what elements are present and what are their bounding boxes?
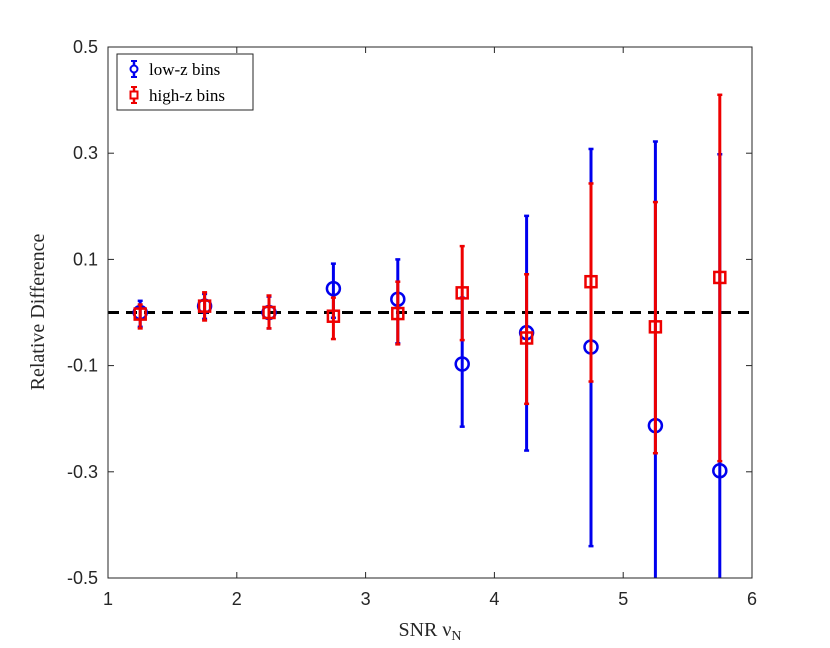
y-tick-label: 0.1 xyxy=(73,249,98,269)
legend-entry-low-z: low-z bins xyxy=(129,60,220,79)
legend-high-z-marker xyxy=(129,90,139,100)
y-axis-label: Relative Difference xyxy=(27,234,49,391)
y-tick-label: -0.3 xyxy=(67,462,98,482)
data-point-square xyxy=(455,286,469,300)
data-point-circle xyxy=(454,356,470,372)
plot-background xyxy=(108,47,752,578)
x-tick-label: 2 xyxy=(232,589,242,609)
data-point-square xyxy=(391,306,405,321)
legend: low-z bins high-z bins xyxy=(116,53,254,111)
data-point-circle xyxy=(712,462,728,479)
legend-high-z-label: high-z bins xyxy=(149,86,225,105)
data-point-square xyxy=(648,320,663,334)
series-high-z xyxy=(133,93,727,463)
x-tick-label: 3 xyxy=(361,589,371,609)
y-tick-label: -0.1 xyxy=(67,356,98,376)
y-axis-ticks: -0.5 -0.3 -0.1 0.1 0.3 0.5 xyxy=(67,37,752,588)
data-point-square xyxy=(262,305,276,320)
data-point-square xyxy=(326,309,341,323)
data-point-square xyxy=(713,270,727,285)
data-point-square xyxy=(519,331,534,345)
x-tick-label: 6 xyxy=(747,589,757,609)
y-tick-label: -0.5 xyxy=(67,568,98,588)
data-point-circle xyxy=(325,280,342,297)
plot-frame xyxy=(107,46,753,579)
data-point-square xyxy=(197,299,212,313)
y-tick-label: 0.5 xyxy=(73,37,98,57)
x-tick-label: 1 xyxy=(103,589,113,609)
legend-box xyxy=(116,53,254,111)
legend-low-z-label: low-z bins xyxy=(149,60,220,79)
data-point-square xyxy=(133,307,147,321)
legend-low-z-marker xyxy=(129,64,139,74)
x-tick-label: 4 xyxy=(489,589,499,609)
series-layer xyxy=(132,93,728,578)
x-axis-ticks: 1 2 3 4 5 6 xyxy=(103,47,757,609)
y-tick-label: 0.3 xyxy=(73,143,98,163)
x-tick-label: 5 xyxy=(618,589,628,609)
x-axis-label: SNR νN xyxy=(398,619,461,644)
legend-entry-high-z: high-z bins xyxy=(129,86,225,105)
x-axis-label-main: SNR ν xyxy=(398,619,451,641)
x-axis-label-subscript: N xyxy=(451,629,461,644)
data-point-square xyxy=(584,274,598,289)
plot-area xyxy=(107,46,753,579)
